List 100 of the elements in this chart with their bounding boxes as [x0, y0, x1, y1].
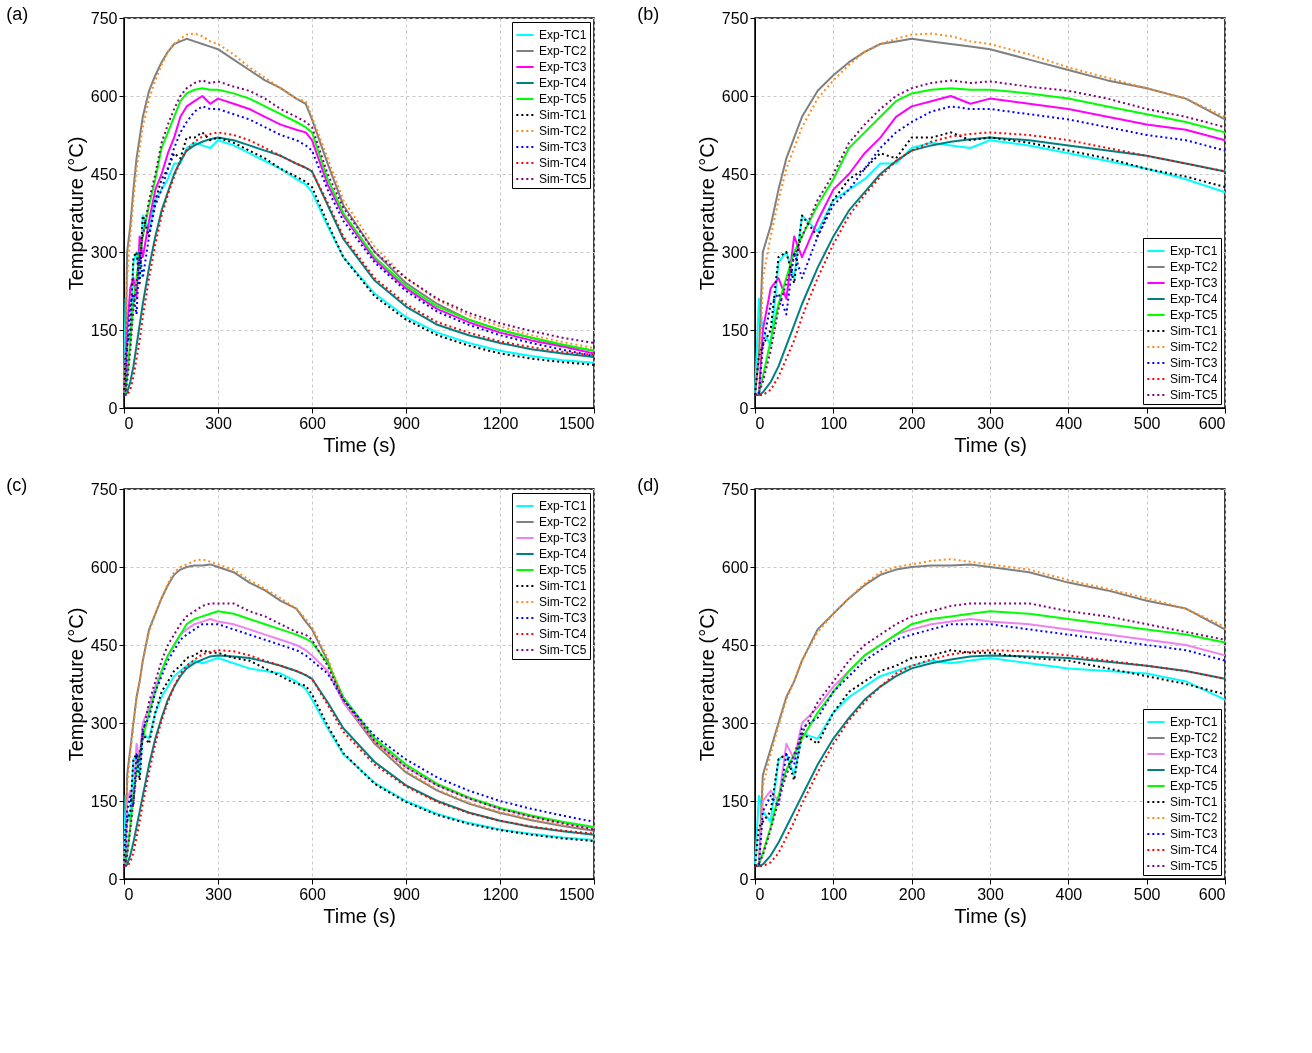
y-tick-label: 300: [90, 243, 118, 261]
x-tick-label: 0: [124, 885, 134, 903]
x-axis-title: Time (s): [323, 904, 396, 927]
legend-label: Sim-TC3: [1170, 356, 1218, 370]
x-tick-label: 400: [1055, 414, 1083, 432]
legend-label: Exp-TC2: [1170, 260, 1218, 274]
y-tick-label: 750: [721, 9, 749, 27]
legend-label: Exp-TC5: [539, 563, 587, 577]
y-tick-label: 0: [108, 399, 118, 417]
x-tick-label: 500: [1133, 885, 1161, 903]
legend-label: Exp-TC3: [1170, 276, 1218, 290]
y-tick-label: 450: [90, 636, 118, 654]
x-tick-label: 0: [755, 885, 765, 903]
legend-label: Exp-TC5: [1170, 308, 1218, 322]
legend-label: Sim-TC2: [1170, 340, 1218, 354]
x-axis-title: Time (s): [954, 433, 1027, 456]
x-axis-title: Time (s): [323, 433, 396, 456]
chart-title: (b): [637, 4, 660, 24]
y-tick-label: 600: [721, 558, 749, 576]
legend-label: Exp-TC1: [539, 28, 587, 42]
legend-label: Sim-TC4: [1170, 372, 1218, 386]
legend-label: Sim-TC2: [539, 595, 587, 609]
x-tick-label: 100: [820, 885, 848, 903]
x-tick-label: 400: [1055, 885, 1083, 903]
x-tick-label: 1500: [558, 414, 595, 432]
x-tick-label: 300: [205, 885, 232, 903]
y-tick-label: 300: [721, 243, 749, 261]
x-tick-label: 200: [898, 885, 926, 903]
x-tick-label: 300: [205, 414, 232, 432]
x-tick-label: 0: [755, 414, 765, 432]
legend-label: Exp-TC4: [539, 76, 587, 90]
y-tick-label: 750: [90, 480, 118, 498]
x-tick-label: 0: [124, 414, 134, 432]
legend-label: Sim-TC1: [1170, 795, 1218, 809]
chart-title: (a): [6, 4, 29, 24]
x-tick-label: 200: [898, 414, 926, 432]
legend-label: Exp-TC5: [539, 92, 587, 106]
legend-label: Exp-TC5: [1170, 779, 1218, 793]
legend-label: Exp-TC1: [1170, 244, 1218, 258]
legend-label: Sim-TC1: [539, 108, 587, 122]
y-axis-title: Temperature (°C): [64, 136, 87, 291]
x-tick-label: 1200: [482, 414, 519, 432]
y-tick-label: 750: [721, 480, 749, 498]
y-tick-label: 300: [721, 714, 749, 732]
legend-label: Exp-TC4: [539, 547, 587, 561]
y-tick-label: 600: [90, 87, 118, 105]
y-tick-label: 0: [739, 870, 749, 888]
x-tick-label: 300: [977, 414, 1004, 432]
x-axis-title: Time (s): [954, 904, 1027, 927]
legend-label: Exp-TC3: [539, 60, 587, 74]
y-tick-label: 150: [90, 792, 118, 810]
y-tick-label: 150: [721, 321, 749, 339]
y-axis-title: Temperature (°C): [64, 607, 87, 762]
legend-label: Sim-TC4: [539, 156, 587, 170]
legend-label: Exp-TC2: [539, 44, 587, 58]
y-axis-title: Temperature (°C): [695, 607, 718, 762]
y-tick-label: 150: [721, 792, 749, 810]
legend-label: Exp-TC2: [539, 515, 587, 529]
x-tick-label: 900: [393, 414, 420, 432]
legend-label: Sim-TC5: [539, 643, 587, 657]
y-tick-label: 450: [721, 165, 749, 183]
legend-label: Sim-TC4: [1170, 843, 1218, 857]
y-tick-label: 0: [108, 870, 118, 888]
y-tick-label: 0: [739, 399, 749, 417]
x-tick-label: 500: [1133, 414, 1161, 432]
legend-label: Exp-TC1: [539, 499, 587, 513]
x-tick-label: 600: [299, 414, 326, 432]
y-tick-label: 600: [90, 558, 118, 576]
legend-label: Sim-TC5: [1170, 388, 1218, 402]
x-tick-label: 1500: [558, 885, 595, 903]
x-tick-label: 600: [299, 885, 326, 903]
legend-label: Sim-TC1: [1170, 324, 1218, 338]
x-tick-label: 100: [820, 414, 848, 432]
y-tick-label: 300: [90, 714, 118, 732]
x-tick-label: 600: [1198, 414, 1226, 432]
x-tick-label: 600: [1198, 885, 1226, 903]
y-tick-label: 450: [90, 165, 118, 183]
legend-label: Sim-TC5: [1170, 859, 1218, 873]
legend-label: Exp-TC3: [1170, 747, 1218, 761]
x-tick-label: 300: [977, 885, 1004, 903]
y-tick-label: 600: [721, 87, 749, 105]
legend-label: Exp-TC4: [1170, 292, 1218, 306]
legend-label: Sim-TC2: [1170, 811, 1218, 825]
y-tick-label: 450: [721, 636, 749, 654]
legend-label: Exp-TC2: [1170, 731, 1218, 745]
chart-title: (d): [637, 475, 660, 495]
x-tick-label: 1200: [482, 885, 519, 903]
legend-label: Sim-TC1: [539, 579, 587, 593]
y-tick-label: 750: [90, 9, 118, 27]
legend-label: Exp-TC3: [539, 531, 587, 545]
legend-label: Sim-TC3: [539, 140, 587, 154]
legend-label: Sim-TC3: [1170, 827, 1218, 841]
legend-label: Exp-TC4: [1170, 763, 1218, 777]
y-axis-title: Temperature (°C): [695, 136, 718, 291]
legend-label: Sim-TC3: [539, 611, 587, 625]
y-tick-label: 150: [90, 321, 118, 339]
legend-label: Sim-TC4: [539, 627, 587, 641]
legend-label: Sim-TC5: [539, 172, 587, 186]
legend-label: Sim-TC2: [539, 124, 587, 138]
legend-label: Exp-TC1: [1170, 715, 1218, 729]
